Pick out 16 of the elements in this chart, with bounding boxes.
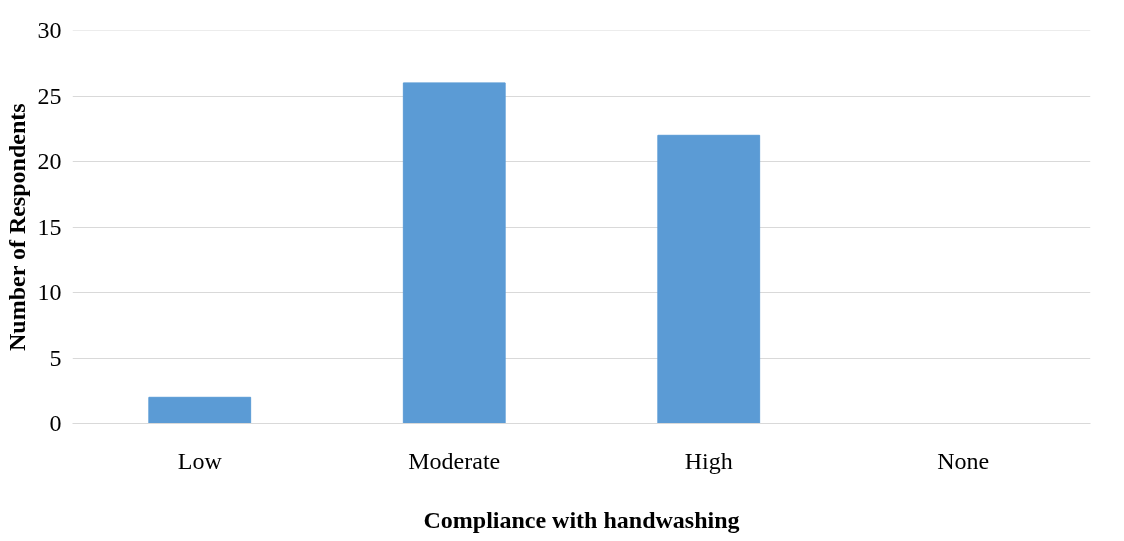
x-tick-label: Moderate [408, 447, 501, 474]
x-tick-label: None [937, 447, 990, 474]
y-tick-label: 5 [49, 344, 62, 371]
y-axis-title: Number of Respondents [3, 103, 30, 352]
x-tick-label: Low [177, 447, 223, 474]
y-tick-label: 25 [37, 82, 62, 109]
y-tick-label: 20 [37, 148, 62, 174]
y-tick-label: 15 [37, 213, 62, 240]
y-tick-label: 0 [49, 410, 62, 436]
y-tick-label: 10 [37, 279, 62, 305]
bar [657, 134, 761, 424]
x-axis-title: Compliance with handwashing [423, 506, 740, 533]
x-tick-label: High [684, 447, 733, 474]
bar [402, 82, 506, 424]
y-tick-label: 30 [37, 17, 62, 43]
bar [148, 396, 252, 424]
